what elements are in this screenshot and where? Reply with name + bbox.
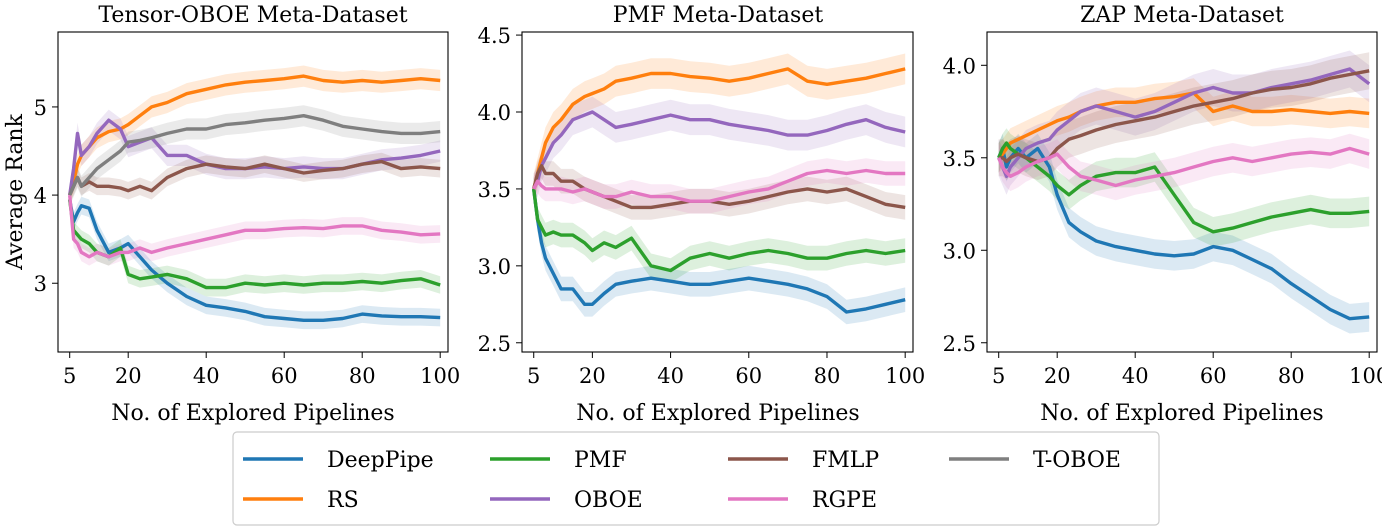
x-tick-label: 80 [814,364,841,388]
legend-item-t-oboe: T-OBOE [949,448,1121,473]
series-line-pmf [68,199,441,290]
legend-frame [232,431,1160,526]
x-tick-label: 100 [420,364,460,388]
series-line-deeppipe [68,199,441,322]
legend-label: DeepPipe [327,448,434,473]
series-line-rgpe [68,194,441,259]
legend-label: OBOE [574,488,643,513]
series-band-rgpe [998,133,1370,201]
series-band-pmf [533,176,906,283]
x-tick-label: 60 [735,364,762,388]
axes-frame [521,31,914,353]
axes-frame [986,31,1378,353]
legend-item-rs: RS [243,488,359,513]
legend-label: RS [327,488,359,513]
series-band-oboe [69,109,441,206]
x-tick-label: 100 [885,364,925,388]
legend-label: FMLP [812,448,879,473]
series-line-rgpe [997,146,1370,188]
x-tick-label: 60 [271,364,298,388]
series-band-deeppipe [533,176,906,325]
series-line-fmlp [68,159,441,196]
series-line-rs [532,67,906,190]
x-tick-label: 80 [349,364,376,388]
y-tick-label: 4 [34,184,47,208]
plot-area: 5 20 40 60 80 100 2.5 3.0 3.5 4.0 [943,31,1382,388]
y-tick-label: 3.5 [478,178,511,202]
chart-panel-tensor-oboe: Tensor-OBOE Meta-Dataset Average Rank No… [3,3,460,426]
series-band-t-oboe [69,105,441,206]
x-tick-label: 5 [992,364,1005,388]
plot-area: 5 20 40 60 80 100 3 4 5 [34,31,460,388]
y-tick-label: 4.0 [478,101,511,125]
x-tick-label: 80 [1278,364,1305,388]
y-tick-label: 3.5 [943,147,976,171]
series-line-fmlp [998,69,1370,164]
series-band-deeppipe [998,133,1370,334]
series-line-oboe [532,110,906,190]
series-band-rs [998,78,1370,173]
series-band-pmf [69,190,441,297]
series-band-fmlp [998,52,1370,180]
chart-title: ZAP Meta-Dataset [1080,3,1284,28]
x-axis-label: No. of Explored Pipelines [1040,401,1323,426]
plot-area: 5 20 40 60 80 100 2.5 3.0 3.5 4.0 4.5 [478,24,926,388]
chart-panel-zap: ZAP Meta-Dataset No. of Explored Pipelin… [943,3,1382,426]
series-line-rgpe [532,168,906,203]
series-band-rs [533,53,906,205]
axes-frame [57,31,449,353]
chart-title: Tensor-OBOE Meta-Dataset [98,3,407,28]
x-tick-label: 40 [1122,364,1149,388]
series-line-t-oboe [68,114,441,196]
legend-item-fmlp: FMLP [728,448,879,473]
series-line-deeppipe [532,188,906,314]
x-tick-label: 5 [527,364,540,388]
legend-item-oboe: OBOE [490,488,643,513]
series-line-rs [997,91,1370,160]
x-tick-label: 40 [657,364,684,388]
y-tick-label: 3.0 [478,255,511,279]
series-line-deeppipe [997,146,1370,321]
y-tick-label: 4.5 [478,24,511,48]
legend-label: RGPE [812,488,877,513]
legend: DeepPipe RS PMF OBOE FMLP RGPE T-OBOE [232,431,1160,526]
series-band-oboe [533,96,906,205]
chart-panel-pmf: PMF Meta-Dataset No. of Explored Pipelin… [478,3,926,426]
x-tick-label: 60 [1200,364,1227,388]
chart-title: PMF Meta-Dataset [613,3,824,28]
y-axis-label: Average Rank [3,113,28,271]
y-tick-label: 2.5 [943,332,976,356]
x-tick-label: 5 [63,364,76,388]
y-tick-label: 4.0 [943,54,976,78]
y-tick-label: 3 [34,272,47,296]
legend-item-deeppipe: DeepPipe [243,448,434,473]
x-axis-label: No. of Explored Pipelines [111,401,394,426]
legend-item-rgpe: RGPE [728,488,877,513]
series-band-rgpe [69,186,441,266]
y-tick-label: 3.0 [943,239,976,263]
series-band-fmlp [533,153,906,220]
series-line-fmlp [532,164,906,210]
x-tick-label: 40 [193,364,220,388]
legend-label: T-OBOE [1033,448,1121,473]
x-tick-label: 20 [1044,364,1071,388]
series-band-fmlp [69,152,441,204]
x-tick-label: 20 [579,364,606,388]
series-band-rs [69,65,441,206]
x-tick-label: 100 [1349,364,1382,388]
y-tick-label: 2.5 [478,332,511,356]
series-line-pmf [532,188,906,273]
legend-label: PMF [574,448,627,473]
legend-item-pmf: PMF [490,448,627,473]
y-tick-label: 5 [34,96,47,120]
x-tick-label: 20 [115,364,142,388]
x-axis-label: No. of Explored Pipelines [576,401,859,426]
